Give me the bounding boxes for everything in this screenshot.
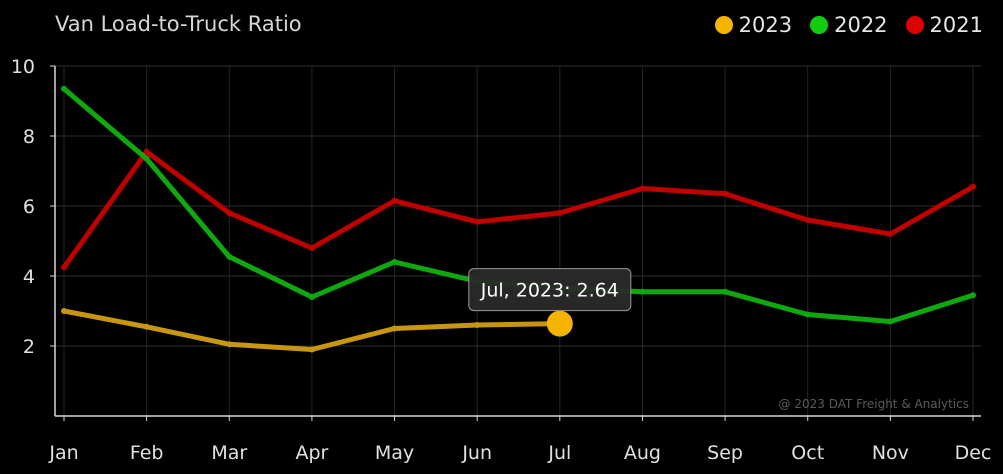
legend-marker-2022 — [810, 16, 829, 34]
data-point-2022-Feb — [143, 155, 150, 162]
data-point-2021-Sep — [722, 190, 729, 197]
x-tick-label: Nov — [872, 442, 909, 464]
data-point-2022-Sep — [722, 288, 729, 295]
legend-label-2021: 2021 — [929, 13, 983, 37]
data-point-2021-Feb — [143, 148, 150, 155]
data-point-2021-Apr — [308, 245, 315, 251]
x-tick-label: Mar — [211, 442, 247, 464]
data-point-2023-Jan — [61, 308, 67, 314]
y-tick-label: 8 — [23, 126, 35, 148]
x-tick-label: Oct — [791, 442, 824, 464]
data-point-2022-Dec — [970, 292, 976, 299]
data-point-2021-Jan — [61, 264, 67, 271]
x-tick-label: Dec — [955, 442, 992, 464]
data-point-2022-Nov — [887, 318, 894, 325]
data-point-2022-Apr — [308, 294, 315, 300]
data-point-2021-Dec — [970, 183, 976, 190]
legend-label-2022: 2022 — [834, 13, 888, 37]
x-tick-label: Aug — [624, 442, 661, 464]
x-tick-label: Feb — [130, 442, 164, 464]
data-point-2021-Jul — [556, 210, 563, 216]
hover-marker — [546, 310, 573, 337]
x-tick-label: Jan — [48, 442, 78, 464]
data-point-2021-Nov — [887, 231, 894, 237]
data-point-2021-May — [391, 197, 398, 204]
y-tick-label: 2 — [23, 336, 35, 358]
y-tick-label: 10 — [11, 56, 35, 78]
y-tick-label: 4 — [23, 266, 35, 288]
y-tick-label: 6 — [23, 196, 35, 218]
data-point-2022-Oct — [804, 311, 811, 318]
x-tick-label: Apr — [295, 442, 328, 464]
legend-marker-2023 — [714, 16, 733, 34]
tooltip-text: Jul, 2023: 2.64 — [480, 280, 619, 302]
data-point-2022-Aug — [639, 288, 646, 295]
data-point-2023-Apr — [308, 346, 315, 353]
legend: 2023 2022 2021 — [714, 13, 983, 37]
data-point-2021-Oct — [804, 217, 811, 223]
data-point-2021-Aug — [639, 185, 646, 192]
chart-title: Van Load-to-Truck Ratio — [55, 12, 302, 36]
data-point-2021-Mar — [226, 210, 233, 216]
data-point-2023-Feb — [143, 323, 150, 330]
data-point-2023-Mar — [226, 341, 233, 348]
legend-label-2023: 2023 — [738, 13, 793, 37]
x-tick-label: Sep — [707, 442, 743, 464]
data-point-2022-Mar — [226, 253, 233, 260]
data-point-2023-Jun — [474, 322, 481, 328]
legend-marker-2021 — [905, 16, 924, 34]
data-point-2021-Jun — [474, 218, 481, 225]
legend-item-2023[interactable]: 2023 — [714, 13, 793, 37]
data-point-2022-May — [391, 259, 398, 265]
legend-item-2021[interactable]: 2021 — [905, 13, 983, 37]
x-tick-label: Jul — [547, 442, 571, 464]
tooltip-box — [468, 268, 632, 312]
x-tick-label: Jun — [461, 442, 492, 464]
credit-text: @ 2023 DAT Freight & Analytics — [779, 397, 969, 411]
data-point-2022-Jan — [61, 85, 67, 92]
data-point-2023-May — [391, 325, 398, 332]
series-line-2021 — [61, 149, 976, 270]
x-tick-label: May — [375, 442, 414, 464]
legend-item-2022[interactable]: 2022 — [810, 13, 888, 37]
